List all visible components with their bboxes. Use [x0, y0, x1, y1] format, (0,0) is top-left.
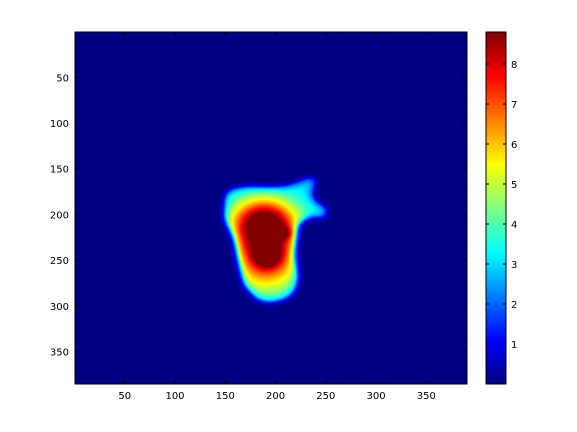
x-tick-label: 250	[316, 391, 335, 402]
colorbar-gradient	[486, 32, 506, 384]
colorbar-axis: 1 2 3 4 5 6 7 8	[486, 60, 517, 351]
colorbar-tick-label: 3	[511, 260, 517, 271]
x-tick-label: 100	[165, 391, 184, 402]
y-tick-label: 300	[50, 302, 69, 313]
y-tick-label: 250	[50, 256, 69, 267]
colorbar-tick-label: 6	[511, 140, 517, 151]
y-tick-label: 350	[50, 348, 69, 359]
x-tick-label: 300	[366, 391, 385, 402]
x-tick-label: 150	[216, 391, 235, 402]
colorbar-frame	[485, 31, 507, 385]
y-tick-label: 100	[50, 119, 69, 130]
colorbar-tick-label: 5	[511, 180, 517, 191]
x-axis: 50 100 150 200 250 300 350	[118, 32, 436, 402]
colorbar-tick-label: 4	[511, 220, 517, 231]
colorbar-tick-label: 7	[511, 100, 517, 111]
x-tick-label: 50	[118, 391, 131, 402]
heatmap-image	[75, 32, 467, 384]
y-tick-label: 200	[50, 210, 69, 221]
colorbar-tick-label: 8	[511, 60, 517, 71]
colorbar: 1 2 3 4 5 6 7 8	[485, 31, 517, 385]
x-tick-label: 350	[417, 391, 436, 402]
colorbar-tick-label: 1	[511, 340, 517, 351]
plot-area: 50 100 150 200 250 300 350 50 100 150 200 250 300 35…	[50, 31, 468, 402]
y-axis: 50 100 150 200 250 300 350	[50, 73, 467, 359]
x-tick-label: 200	[266, 391, 285, 402]
y-tick-label: 150	[50, 165, 69, 176]
axes-frame	[74, 31, 468, 385]
colorbar-tick-label: 2	[511, 300, 517, 311]
y-tick-label: 50	[56, 73, 69, 84]
